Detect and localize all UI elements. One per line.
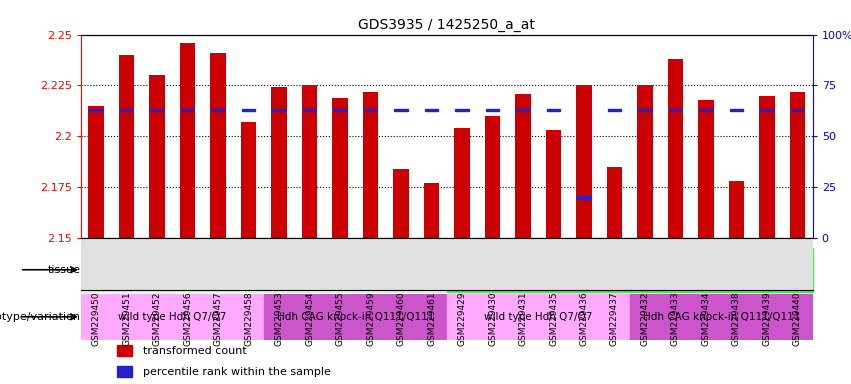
Bar [119,55,134,238]
Bar [728,181,744,238]
Bar [120,109,134,111]
Bar [577,196,591,199]
Bar [607,167,622,238]
Bar [545,130,561,238]
Bar [608,109,621,111]
Bar [210,53,226,238]
Text: Hdh CAG knock-in Q111/Q111: Hdh CAG knock-in Q111/Q111 [643,312,800,322]
Bar [630,294,813,340]
Text: percentile rank within the sample: percentile rank within the sample [143,367,331,377]
Bar [637,85,653,238]
Bar [791,109,804,111]
Bar [117,345,132,356]
Bar [576,85,591,238]
Text: cerebellum: cerebellum [229,263,299,276]
Bar [486,109,500,111]
Bar [424,183,439,238]
Bar [150,75,165,238]
Bar [485,116,500,238]
Bar [394,109,408,111]
Bar [271,88,287,238]
Text: Hdh CAG knock-in Q111/Q111: Hdh CAG knock-in Q111/Q111 [277,312,434,322]
Bar [211,109,225,111]
Text: genotype/variation: genotype/variation [0,312,81,322]
Bar [117,366,132,377]
Bar [334,109,347,111]
Bar [516,94,531,238]
Bar [303,109,317,111]
Bar [81,294,264,340]
Bar [699,100,714,238]
Bar [790,91,805,238]
Bar [89,106,104,238]
Text: tissue: tissue [48,265,81,275]
Bar [363,109,377,111]
Bar [151,109,164,111]
Bar [333,98,348,238]
Bar [517,109,530,111]
Bar [89,109,103,111]
Bar [272,109,286,111]
Bar [759,96,774,238]
Text: striatum: striatum [603,263,656,276]
Bar [700,109,713,111]
Bar [242,109,255,111]
Bar [546,109,560,111]
Text: wild type Hdh Q7/Q7: wild type Hdh Q7/Q7 [484,312,592,322]
Bar [454,128,470,238]
Bar [363,91,378,238]
Bar [180,43,195,238]
Bar [455,109,469,111]
Bar [638,109,652,111]
Bar [180,109,194,111]
Bar [447,248,813,292]
Bar [669,109,683,111]
Bar [668,59,683,238]
Bar [729,109,743,111]
Bar [447,294,630,340]
Text: wild type Hdh Q7/Q7: wild type Hdh Q7/Q7 [118,312,226,322]
Bar [241,122,256,238]
Bar [302,85,317,238]
Bar [81,248,447,292]
Bar [760,109,774,111]
Title: GDS3935 / 1425250_a_at: GDS3935 / 1425250_a_at [358,18,535,32]
Bar [425,109,438,111]
Bar [264,294,447,340]
Text: transformed count: transformed count [143,346,247,356]
Bar [393,169,408,238]
